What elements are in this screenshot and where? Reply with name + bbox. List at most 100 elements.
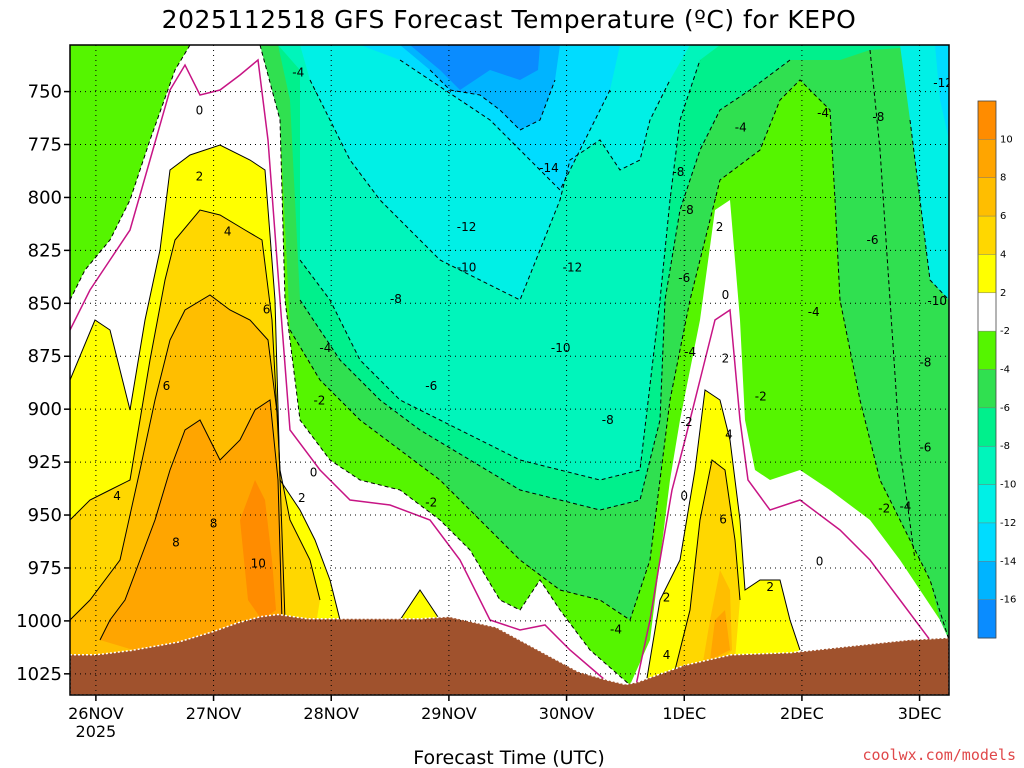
band-plus-8-b [710, 610, 730, 660]
colorbar-label: -6 [1000, 403, 1010, 414]
contour-label: -8 [672, 165, 684, 179]
contour-label: -4 [684, 345, 696, 359]
contour-label: 2 [298, 491, 306, 505]
y-tick-label: 975 [28, 558, 62, 579]
y-tick-label: 900 [28, 399, 62, 420]
contour-label: 0 [816, 555, 824, 569]
contour-label: 2 [716, 220, 724, 234]
contour-label: 2 [196, 169, 204, 183]
x-tick-label: 27NOV [186, 704, 242, 723]
contour-label: 4 [113, 489, 121, 503]
colorbar-bin [978, 561, 996, 601]
contour-label: -4 [735, 121, 747, 135]
colorbar-bin [978, 254, 996, 294]
contour-label: -4 [319, 341, 331, 355]
contour-label: -10 [457, 260, 477, 274]
contour-label: -8 [919, 356, 931, 370]
contour-label: 8 [172, 536, 180, 550]
contour-label: 0 [722, 288, 730, 302]
negative-contours [70, 45, 949, 686]
contour-label: 6 [263, 303, 271, 317]
y-tick-label: 750 [28, 82, 62, 103]
band-plus-8 [100, 400, 282, 655]
contour-label: 0 [196, 104, 204, 118]
colorbar-label: 2 [1000, 288, 1006, 299]
x-tick-sublabel: 2025 [76, 722, 117, 741]
colorbar: 10 8 6 4 2 -2 -4 -6 -8 -10 -12 -14 -16 [977, 100, 1016, 639]
x-tick-label: 26NOV [68, 704, 124, 723]
contour-label: 2 [722, 351, 730, 365]
x-axis-title: Forecast Time (UTC) [413, 747, 604, 768]
y-tick-label: 950 [28, 505, 62, 526]
contour-label: -12 [933, 76, 953, 90]
y-tick-label: 925 [28, 452, 62, 473]
colorbar-label: -8 [1000, 441, 1010, 452]
colorbar-bin [978, 369, 996, 409]
contour-label: -6 [867, 233, 879, 247]
colorbar-bin [978, 177, 996, 217]
band-right-colder [935, 45, 949, 140]
colorbar-label: -12 [1000, 518, 1016, 529]
contour-label: 4 [224, 224, 232, 238]
y-tick-label: 875 [28, 346, 62, 367]
colorbar-label: -10 [1000, 480, 1016, 491]
colorbar-bin [978, 484, 996, 524]
x-tick-label: 2DEC [780, 704, 824, 723]
colorbar-label: -2 [1000, 326, 1010, 337]
contour-label: -8 [602, 413, 614, 427]
colorbar-label: 10 [1000, 134, 1013, 145]
contour-label: -2 [878, 502, 890, 516]
y-tick-label: 1025 [16, 664, 62, 685]
contour-label: -6 [678, 271, 690, 285]
terrain-surface [70, 613, 949, 695]
contour-label: -4 [292, 66, 304, 80]
y-tick-label: 775 [28, 135, 62, 156]
contour-label: -4 [899, 500, 911, 514]
grid-lines [70, 45, 949, 695]
contour-label: -4 [817, 106, 829, 120]
contour-label: 2 [663, 591, 671, 605]
x-tick-label: 29NOV [421, 704, 477, 723]
colorbar-bin [978, 216, 996, 255]
contour-label: 0 [310, 466, 318, 480]
y-tick-label: 825 [28, 240, 62, 261]
contour-label: -2 [313, 394, 325, 408]
contour-label: -4 [610, 622, 622, 636]
colorbar-label: -4 [1000, 365, 1010, 376]
x-tick-label: 28NOV [303, 704, 359, 723]
contour-label: 4 [725, 428, 733, 442]
plot-frame [69, 44, 950, 696]
contour-label: 6 [719, 512, 727, 526]
contour-label: -6 [425, 379, 437, 393]
x-tick-label: 3DEC [898, 704, 942, 723]
contour-label: -12 [457, 220, 477, 234]
contour-label: -8 [390, 292, 402, 306]
colorbar-label: -14 [1000, 556, 1016, 567]
x-tick-label: 30NOV [539, 704, 595, 723]
contour-label: -2 [425, 495, 437, 509]
band-minus-16 [410, 45, 540, 90]
credit-text: coolwx.com/models [862, 746, 1016, 764]
y-axis: 750 775 800 825 850 875 900 925 950 975 1000 1025 [16, 82, 70, 685]
colorbar-label: -16 [1000, 595, 1016, 606]
contour-label: 8 [210, 517, 218, 531]
y-tick-label: 1000 [16, 611, 62, 632]
colorbar-bin [978, 407, 996, 447]
y-tick-label: 800 [28, 187, 62, 208]
contour-label: -2 [681, 415, 693, 429]
colorbar-label: 6 [1000, 211, 1006, 222]
colorbar-bin [978, 446, 996, 486]
contour-label: -10 [551, 341, 571, 355]
contour-label: 6 [163, 379, 171, 393]
contour-label: 10 [251, 557, 266, 571]
band-right-cold [900, 45, 949, 300]
contour-label: 4 [663, 648, 671, 662]
band-plus-10 [240, 480, 276, 620]
colorbar-bin [978, 522, 996, 562]
colorbar-bin [978, 292, 996, 332]
chart-title: 2025112518 GFS Forecast Temperature (ºC)… [162, 5, 857, 34]
x-tick-label: 1DEC [662, 704, 706, 723]
y-tick-label: 850 [28, 293, 62, 314]
